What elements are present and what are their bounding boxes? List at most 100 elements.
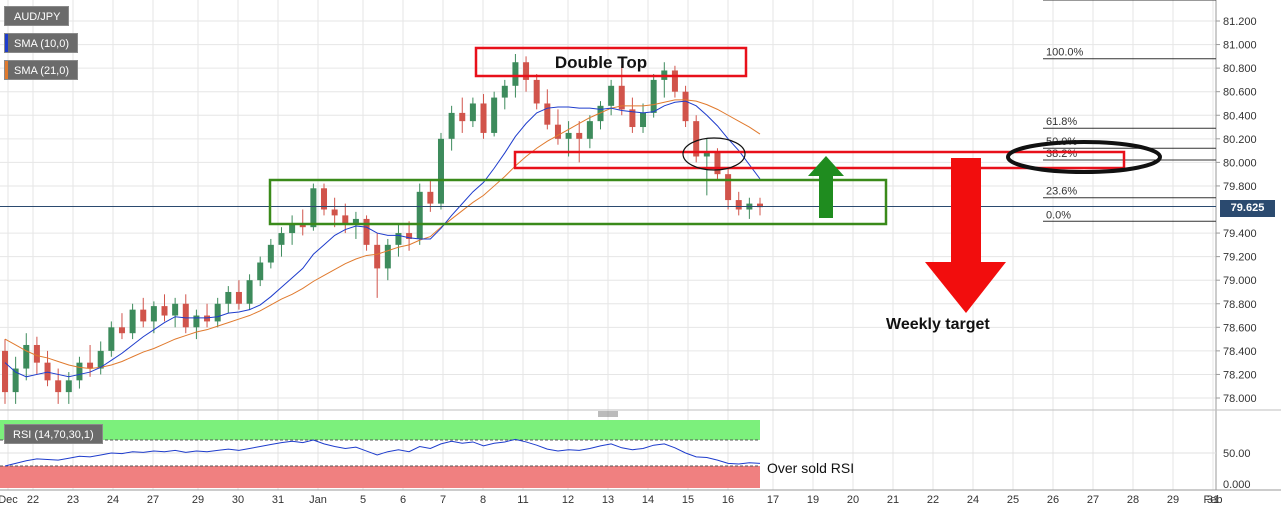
fib-level-label: 100.0% xyxy=(1046,47,1084,59)
x-tick-label: 23 xyxy=(67,494,79,506)
x-tick-label: 13 xyxy=(602,494,614,506)
green-arrow-head xyxy=(808,156,844,176)
candle-body xyxy=(278,233,285,245)
x-tick-label: 25 xyxy=(1007,494,1019,506)
candle-body xyxy=(406,233,413,239)
y-tick-label: 79.400 xyxy=(1223,228,1257,240)
double-top-box xyxy=(474,46,748,78)
fib-level-label: 38.2% xyxy=(1046,148,1077,160)
candle-body xyxy=(193,315,200,328)
candle-body xyxy=(459,112,466,122)
candle-body xyxy=(267,244,274,263)
candle-body xyxy=(172,303,179,316)
candle-body xyxy=(23,344,30,369)
candle-body xyxy=(97,350,104,369)
x-tick-label: 17 xyxy=(767,494,779,506)
x-tick-label: 12 xyxy=(562,494,574,506)
legend-sma10-label: SMA (10,0) xyxy=(14,38,70,50)
candle-body xyxy=(757,203,763,208)
candle-body xyxy=(150,306,157,322)
candle-body xyxy=(108,327,115,351)
candle-body xyxy=(650,79,657,113)
x-tick-label: 5 xyxy=(360,494,366,506)
x-tick-label: 19 xyxy=(807,494,819,506)
x-tick-label: 29 xyxy=(1167,494,1179,506)
candle-body xyxy=(204,315,211,322)
legend-symbol[interactable]: AUD/JPY xyxy=(4,6,70,26)
x-tick-label: Dec xyxy=(0,494,18,506)
candle-body xyxy=(257,262,264,281)
y-tick-label: 80.400 xyxy=(1223,110,1257,122)
x-tick-label: 14 xyxy=(642,494,654,506)
candle-body xyxy=(416,191,423,239)
candle-body xyxy=(299,223,306,228)
x-tick-label: 7 xyxy=(440,494,446,506)
fib-level-label: 23.6% xyxy=(1046,186,1077,198)
y-tick-label: 79.000 xyxy=(1223,275,1257,287)
candle-body xyxy=(129,309,136,334)
x-tick-label: Feb xyxy=(1204,494,1223,506)
x-tick-label: 11 xyxy=(517,494,528,506)
y-tick-label: 80.200 xyxy=(1223,134,1257,146)
candle-body xyxy=(235,291,242,304)
sma21-color-swatch xyxy=(5,61,8,79)
x-tick-label: 24 xyxy=(967,494,979,506)
candle-body xyxy=(225,291,232,304)
candle-body xyxy=(576,132,583,139)
candle-body xyxy=(629,109,636,128)
fib-level-label: 0.0% xyxy=(1046,209,1071,221)
candle-body xyxy=(671,70,678,92)
candle-body xyxy=(735,200,742,210)
candle-body xyxy=(87,362,94,369)
fib-38-ellipse xyxy=(1006,140,1162,174)
candle-body xyxy=(182,303,189,328)
support-box xyxy=(268,178,888,226)
candle-body xyxy=(491,97,498,133)
rsi-legend-label: RSI (14,70,30,1) xyxy=(13,429,94,441)
candle-body xyxy=(682,91,689,122)
fib-level-label: 61.8% xyxy=(1046,116,1077,128)
legend-sma10[interactable]: SMA (10,0) xyxy=(4,33,79,53)
y-tick-label: 78.200 xyxy=(1223,369,1257,381)
candle-body xyxy=(65,380,72,393)
candle-body xyxy=(76,362,83,381)
red-arrow-shaft xyxy=(951,158,981,263)
rsi-legend[interactable]: RSI (14,70,30,1) xyxy=(4,424,103,444)
candle-body xyxy=(55,380,62,393)
breakout-circle xyxy=(682,137,746,171)
x-tick-label: 30 xyxy=(232,494,244,506)
oversold-rsi-label: Over sold RSI xyxy=(767,460,854,476)
candle-body xyxy=(703,152,710,157)
candle-body xyxy=(331,209,338,216)
sma10-line xyxy=(4,100,761,378)
green-arrow-shaft xyxy=(819,173,833,218)
candle-body xyxy=(469,103,476,122)
candle-body xyxy=(289,223,296,234)
candle-body xyxy=(246,280,253,304)
candle-body xyxy=(427,191,434,204)
candle-body xyxy=(395,233,402,245)
candle-body xyxy=(44,362,51,381)
x-tick-label: 31 xyxy=(1207,494,1219,506)
legend-sma21[interactable]: SMA (21,0) xyxy=(4,60,79,80)
candle-body xyxy=(714,152,721,175)
y-tick-label: 78.000 xyxy=(1223,393,1257,405)
candle-body xyxy=(214,303,221,322)
x-tick-label: 16 xyxy=(722,494,734,506)
candle-body xyxy=(725,174,732,201)
x-tick-label: 28 xyxy=(1127,494,1139,506)
y-tick-label: 79.200 xyxy=(1223,252,1257,264)
x-tick-label: 22 xyxy=(27,494,39,506)
candle-body xyxy=(161,306,168,316)
candle-body xyxy=(33,344,40,363)
candle-body xyxy=(544,103,551,125)
rsi-line xyxy=(4,438,761,467)
candle-body xyxy=(533,79,540,104)
candle-body xyxy=(448,112,455,139)
candle-body xyxy=(437,138,444,204)
red-arrow-head xyxy=(925,262,1006,313)
y-tick-label: 78.800 xyxy=(1223,299,1257,311)
x-tick-label: 15 xyxy=(682,494,694,506)
rsi-overbought-zone xyxy=(0,420,760,440)
